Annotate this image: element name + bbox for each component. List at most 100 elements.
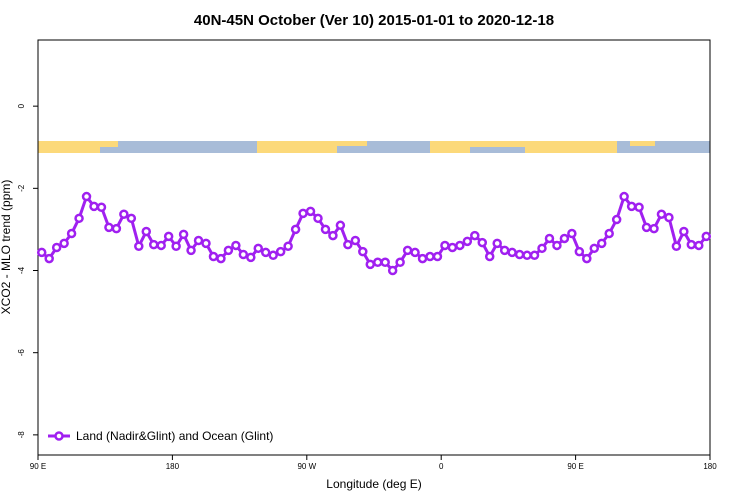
- data-point: [343, 239, 353, 250]
- data-point: [44, 253, 54, 264]
- data-point: [440, 240, 450, 251]
- data-point: [36, 247, 47, 258]
- data-point: [507, 247, 517, 258]
- data-point: [425, 251, 435, 262]
- chart-title: 40N-45N October (Ver 10) 2015-01-01 to 2…: [194, 12, 554, 29]
- data-point: [470, 230, 480, 241]
- data-point: [514, 249, 525, 260]
- data-point: [529, 250, 540, 261]
- data-point: [522, 250, 532, 261]
- data-point: [559, 233, 570, 244]
- data-point: [432, 251, 443, 262]
- data-point: [186, 245, 196, 256]
- data-point: [611, 214, 622, 225]
- data-point: [417, 253, 428, 264]
- data-point: [59, 238, 69, 249]
- data-point: [694, 240, 704, 251]
- x-tick-label: 90 E: [567, 462, 583, 471]
- data-point: [148, 239, 159, 250]
- data-point: [402, 245, 413, 256]
- data-point: [649, 223, 659, 234]
- data-point: [604, 228, 614, 239]
- data-point: [141, 226, 152, 237]
- data-point: [679, 226, 689, 237]
- data-point: [372, 257, 383, 268]
- x-axis-label: Longitude (deg E): [326, 477, 421, 491]
- data-point: [358, 246, 368, 257]
- land-ocean-strip: [38, 141, 710, 153]
- data-point: [260, 247, 271, 258]
- data-point: [111, 223, 122, 234]
- x-tick-label: 90 E: [30, 462, 46, 471]
- data-point: [223, 245, 234, 256]
- data-point: [387, 265, 398, 276]
- data-point: [499, 245, 510, 256]
- data-point: [298, 208, 308, 219]
- x-tick-label: 0: [439, 462, 444, 471]
- data-point: [641, 222, 652, 233]
- data-point: [156, 240, 166, 251]
- data-point: [484, 251, 495, 262]
- data-point: [201, 238, 211, 249]
- data-point: [283, 241, 293, 252]
- data-point: [552, 240, 562, 251]
- data-point: [96, 202, 107, 212]
- data-point: [216, 253, 226, 264]
- legend-marker: [54, 431, 64, 441]
- data-point: [119, 209, 129, 219]
- data-point: [275, 246, 286, 257]
- data-point: [656, 209, 667, 219]
- data-point: [626, 201, 637, 212]
- data-point: [313, 213, 323, 224]
- data-point: [328, 230, 338, 241]
- y-axis-label: XCO2 - MLO trend (ppm): [0, 180, 13, 315]
- data-point: [671, 241, 682, 252]
- data-point: [268, 250, 278, 261]
- data-point: [74, 213, 84, 224]
- data-point: [619, 191, 629, 202]
- data-point: [163, 231, 174, 242]
- data-point: [305, 206, 316, 217]
- x-tick-label: 180: [166, 462, 180, 471]
- data-point: [596, 238, 607, 249]
- data-point: [193, 235, 204, 246]
- data-point: [462, 236, 473, 247]
- data-point: [455, 240, 465, 251]
- data-point: [447, 242, 458, 253]
- data-point: [335, 220, 346, 231]
- data-point: [290, 224, 301, 235]
- data-point: [81, 191, 92, 202]
- data-point: [492, 238, 502, 249]
- data-point: [134, 241, 144, 252]
- data-point: [231, 240, 241, 251]
- x-tick-label: 180: [703, 462, 717, 471]
- y-tick-label: -6: [17, 349, 26, 357]
- data-point: [51, 242, 62, 253]
- data-point: [320, 224, 331, 235]
- y-tick-label: -4: [17, 266, 26, 274]
- plot-frame: [37, 39, 711, 456]
- data-point: [664, 212, 674, 223]
- data-point: [246, 252, 256, 263]
- data-point: [589, 243, 600, 254]
- data-point: [365, 259, 376, 270]
- data-point: [567, 228, 577, 239]
- x-tick-label: 90 W: [297, 462, 316, 471]
- data-point: [238, 249, 249, 260]
- data-point: [89, 201, 99, 212]
- legend-label: Land (Nadir&Glint) and Ocean (Glint): [76, 429, 273, 443]
- y-tick-label: -2: [17, 184, 26, 192]
- y-tick-label: 0: [17, 103, 26, 108]
- data-point: [380, 257, 390, 268]
- data-point: [178, 229, 189, 240]
- data-point: [66, 228, 77, 239]
- data-point: [544, 233, 555, 244]
- data-point: [104, 222, 114, 233]
- data-point: [126, 213, 137, 224]
- data-point: [574, 246, 585, 257]
- data-point: [582, 253, 592, 264]
- data-point: [477, 237, 488, 248]
- data-point: [410, 247, 420, 258]
- data-point: [208, 251, 219, 262]
